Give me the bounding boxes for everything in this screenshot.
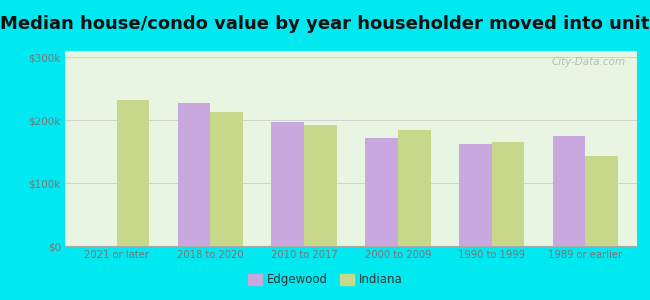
Bar	[459, 144, 491, 246]
Text: Median house/condo value by year householder moved into unit: Median house/condo value by year househo…	[0, 15, 650, 33]
Bar	[398, 130, 431, 246]
Bar	[271, 122, 304, 246]
Bar	[552, 136, 586, 246]
Bar	[177, 103, 211, 246]
Bar	[304, 124, 337, 246]
Bar	[365, 138, 398, 246]
Bar	[491, 142, 525, 246]
Bar	[116, 100, 150, 246]
Bar	[586, 156, 618, 246]
Text: City-Data.com: City-Data.com	[551, 57, 625, 67]
Bar	[211, 112, 243, 246]
Legend: Edgewood, Indiana: Edgewood, Indiana	[243, 269, 407, 291]
